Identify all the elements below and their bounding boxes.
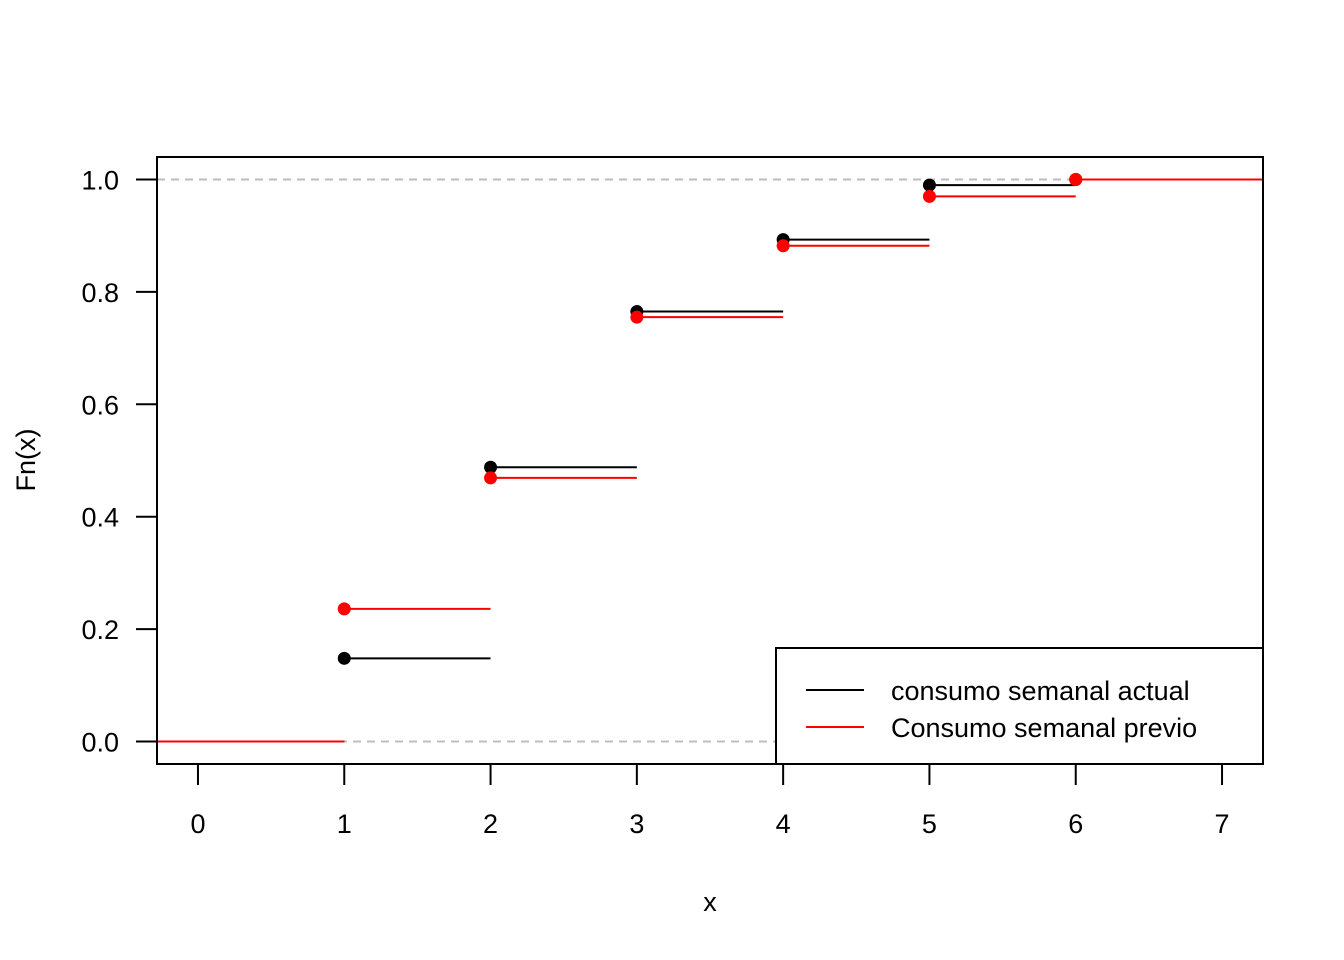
series-2 [157,172,1263,743]
x-tick-label: 0 [190,809,205,839]
x-tick-label: 5 [922,809,937,839]
y-tick-label: 0.2 [81,615,119,645]
y-tick-label: 0.8 [81,278,119,308]
x-axis: 0 1 2 3 4 5 6 7 [190,763,1230,839]
x-tick-label: 7 [1215,809,1230,839]
step-point [1069,172,1083,186]
y-tick-label: 0.0 [81,728,119,758]
x-tick-label: 3 [629,809,644,839]
x-tick-label: 1 [337,809,352,839]
y-tick-label: 0.4 [81,503,119,533]
step-point [337,651,351,665]
y-tick-label: 0.6 [81,390,119,420]
step-point [776,239,790,253]
step-point [630,310,644,324]
legend-box [775,647,1264,765]
y-tick-label: 1.0 [81,165,119,195]
y-axis-label: Fn(x) [11,429,41,492]
x-tick-label: 2 [483,809,498,839]
x-tick-label: 4 [776,809,791,839]
x-tick-label: 6 [1068,809,1083,839]
step-point [922,178,936,192]
step-point [484,471,498,485]
x-axis-label: x [703,887,717,917]
y-axis: 0.0 0.2 0.4 0.6 0.8 1.0 [81,165,158,758]
step-point [922,189,936,203]
legend-label: consumo semanal actual [891,676,1190,706]
series-layer [157,172,1263,743]
legend-label: Consumo semanal previo [891,713,1197,743]
step-point [337,602,351,616]
step-point [484,460,498,474]
legend: consumo semanal actual Consumo semanal pr… [775,647,1264,765]
